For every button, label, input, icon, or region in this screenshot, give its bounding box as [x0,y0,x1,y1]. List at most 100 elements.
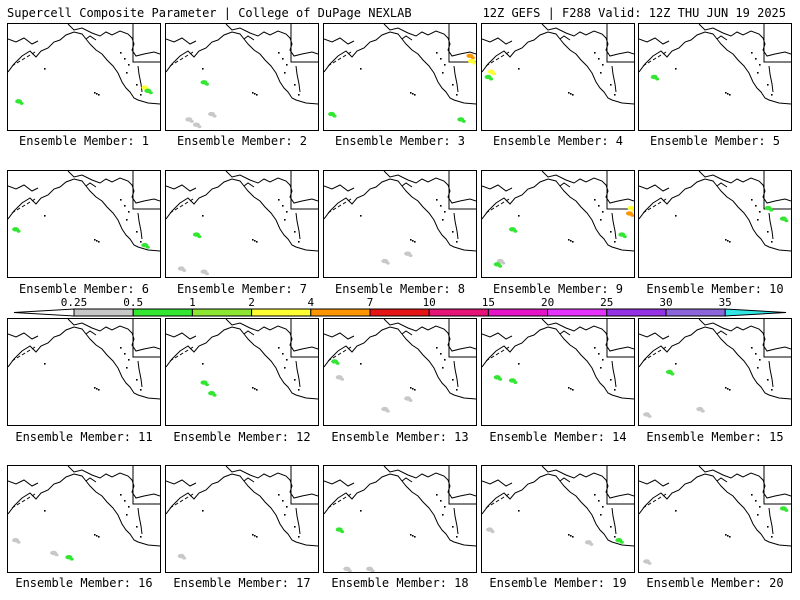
map-island [278,347,280,349]
ensemble-member-label: Ensemble Member: 16 [15,576,153,590]
ensemble-member-label: Ensemble Member: 9 [492,282,624,296]
panel-map [166,171,318,276]
map-outline [137,507,143,535]
map-island [120,347,122,349]
map-island [600,219,602,221]
map-island [771,241,773,243]
scp-field-blob [700,409,705,413]
map-outline [559,477,571,483]
ensemble-panel [323,23,477,131]
scp-field-blob [205,272,209,276]
map-outline [31,346,36,350]
map-outline [290,24,318,63]
map-island [598,205,600,207]
map-outline [166,326,318,400]
map-outline [559,182,571,188]
scp-field-blob [145,245,150,249]
map-outline [184,496,189,500]
map-island [294,84,296,86]
map-outline [652,499,657,503]
map-outline [716,477,728,483]
scp-field-blob [622,235,627,239]
map-island [572,389,574,391]
ensemble-member-label: Ensemble Member: 2 [176,134,308,148]
map-outline [26,201,31,205]
ensemble-member-label: Ensemble Member: 8 [334,282,466,296]
scp-field-blob [182,269,187,273]
map-outline [401,330,413,336]
map-island [755,353,757,355]
map-island [436,199,438,201]
scp-field-blob [182,556,187,560]
map-island [254,240,256,242]
colorbar-tick-label: 0.25 [61,296,88,309]
map-island [294,379,296,381]
map-island [602,211,604,213]
map-island [759,506,761,508]
map-island [252,239,254,241]
scp-field-blob [589,542,594,546]
scp-field-blob [332,114,337,118]
map-island [456,389,458,391]
map-island [568,92,570,94]
map-outline [642,63,647,67]
map-outline [166,178,318,252]
map-island [360,510,362,512]
map-outline [611,212,617,240]
map-island [442,219,444,221]
map-outline [132,24,160,63]
map-island [442,514,444,516]
map-island [410,92,412,94]
map-island [298,241,300,243]
panel-map [639,171,791,252]
ensemble-panel [481,23,635,131]
map-outline [500,349,505,353]
map-island [278,52,280,54]
map-outline [225,171,318,204]
header-run-info: 12Z GEFS | F288 Valid: 12Z THU JUN 19 20… [482,6,786,20]
map-island [675,510,677,512]
map-island [140,94,142,96]
scp-field-blob [197,125,202,129]
colorbar-tick-label: 0.5 [123,296,143,309]
map-outline [8,332,39,340]
scp-field-blob [489,77,494,81]
map-island [202,510,204,512]
scp-field-blob [490,530,495,534]
colorbar-tick-label: 1 [189,296,196,309]
map-island [124,353,126,355]
map-outline [652,352,657,356]
map-island [126,219,128,221]
map-island [440,58,442,60]
map-island [614,536,616,538]
map-outline [327,505,332,509]
map-outline [11,505,16,509]
map-island [727,535,729,537]
map-outline [295,65,301,93]
map-outline [337,204,342,208]
panel-map [8,466,160,561]
panel-map [8,319,160,400]
map-island [360,68,362,70]
map-island [286,506,288,508]
map-outline [189,346,194,350]
map-outline [324,473,476,547]
map-outline [657,349,662,353]
map-island [44,215,46,217]
map-outline [639,31,791,105]
map-outline [639,479,670,487]
map-outline [184,54,189,58]
panel-map [324,171,476,265]
map-island [140,389,142,391]
map-outline [383,171,476,204]
map-island [282,353,284,355]
map-outline [662,493,667,497]
scp-field-blob [148,91,153,95]
map-island [729,94,731,96]
scp-field-blob [655,77,660,81]
map-island [725,534,727,536]
map-outline [347,51,352,55]
map-outline [179,352,184,356]
map-island [284,367,286,369]
panel-map [482,171,634,268]
